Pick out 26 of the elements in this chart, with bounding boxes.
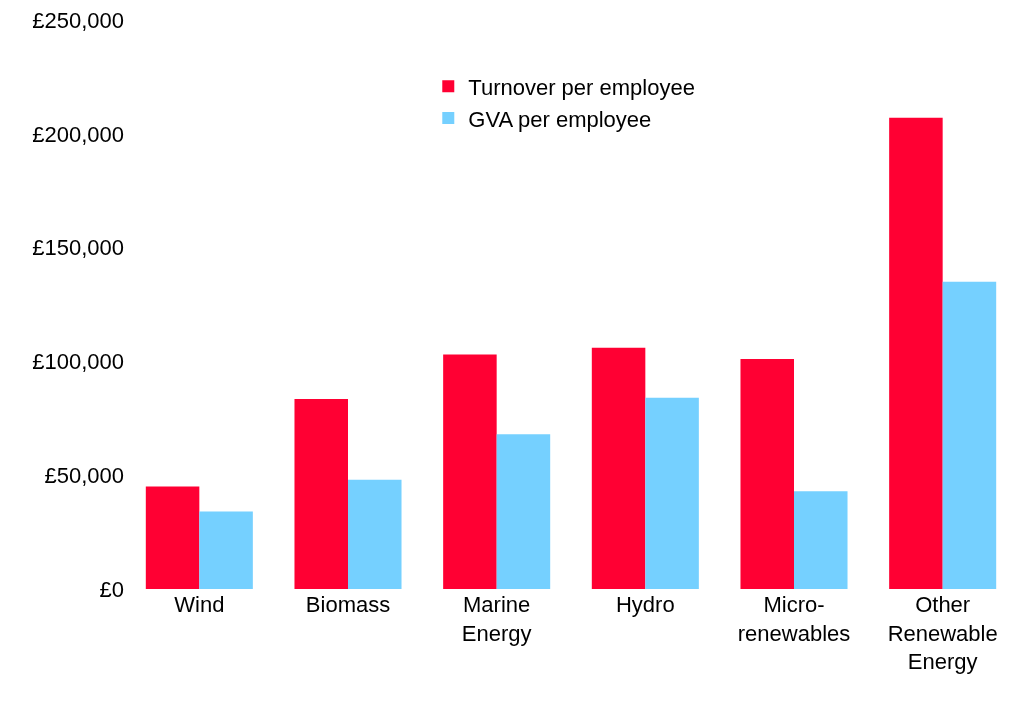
x-tick-label: Wind <box>174 592 225 617</box>
bar <box>294 398 348 589</box>
bar <box>942 281 997 589</box>
bar <box>645 397 699 589</box>
legend-label: Turnover per employee <box>468 74 695 100</box>
bar <box>443 354 497 589</box>
bar <box>348 479 402 589</box>
x-tick-label: Other Renewable Energy <box>887 592 998 675</box>
x-tick-label: Hydro <box>615 592 675 617</box>
bar <box>794 491 848 589</box>
y-tick-label: £200,000 <box>32 121 124 147</box>
bar <box>740 359 794 589</box>
y-tick-label: £150,000 <box>32 235 124 261</box>
bar <box>145 486 200 589</box>
y-tick-label: £100,000 <box>32 349 124 375</box>
x-tick-label: Marine Energy <box>461 592 532 646</box>
bar <box>496 434 551 589</box>
x-tick-label: Biomass <box>305 592 391 617</box>
legend-label: GVA per employee <box>468 106 652 132</box>
y-tick-label: £0 <box>99 576 124 602</box>
y-tick-label: £250,000 <box>32 7 124 33</box>
y-tick-label: £50,000 <box>44 462 124 488</box>
bar <box>199 511 253 589</box>
bar <box>591 347 646 589</box>
bar <box>889 117 943 589</box>
x-tick-label: Micro- renewables <box>737 592 851 646</box>
